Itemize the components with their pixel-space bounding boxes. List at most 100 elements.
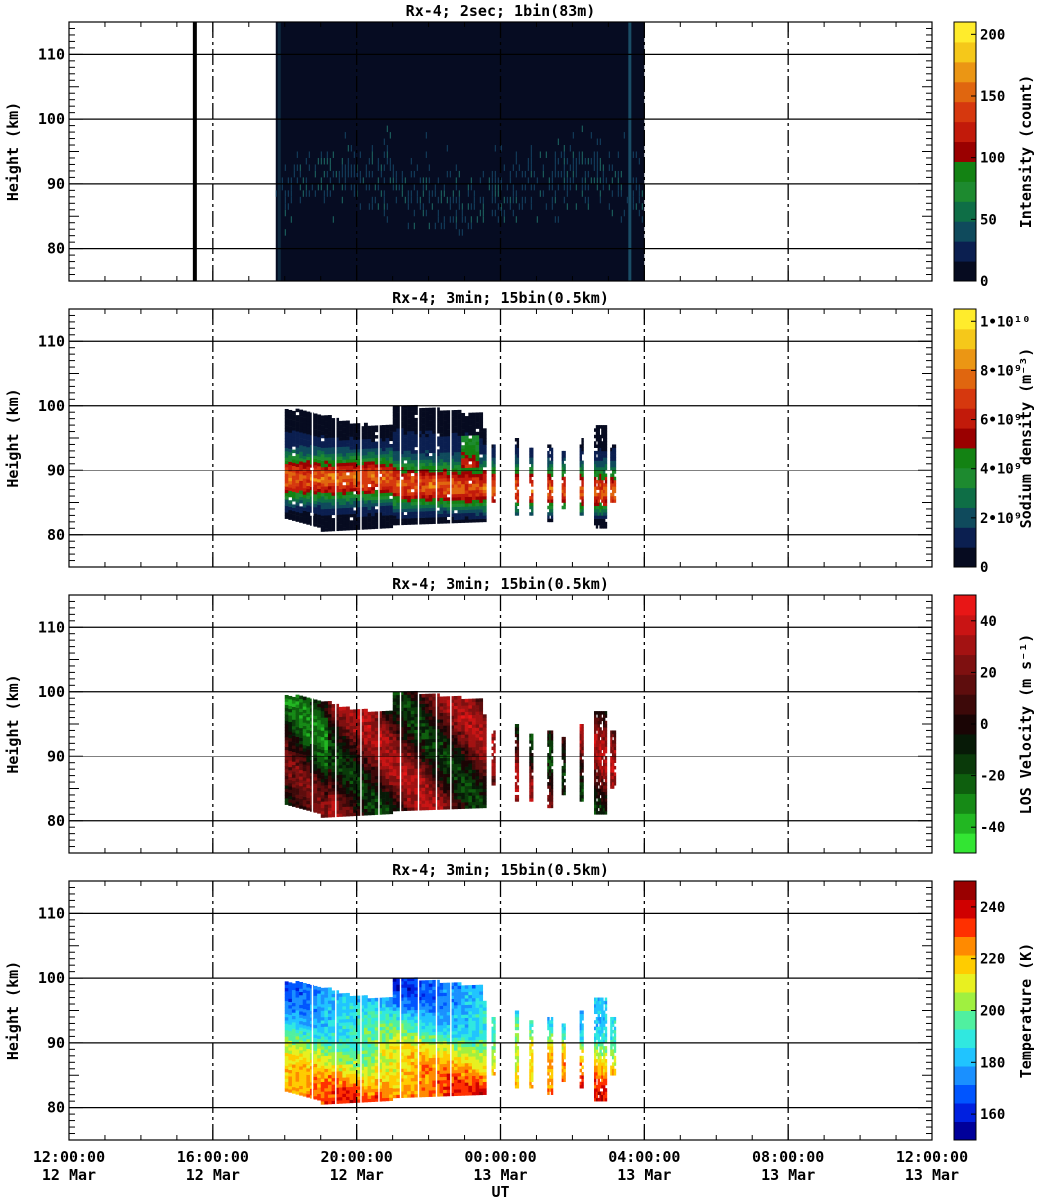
- raw-signal: [458, 203, 460, 210]
- data-cell: [579, 476, 583, 481]
- raw-signal: [344, 177, 346, 184]
- data-cell: [421, 511, 426, 515]
- data-cell: [595, 457, 599, 461]
- data-cell: [371, 467, 376, 472]
- data-cell: [288, 474, 293, 478]
- data-cell: [331, 716, 336, 721]
- raw-signal: [512, 209, 514, 217]
- data-cell: [306, 456, 311, 461]
- data-cell: [468, 448, 473, 452]
- data-cell: [374, 525, 379, 529]
- data-cell: [475, 502, 480, 507]
- raw-signal: [455, 164, 457, 171]
- data-cell: [581, 470, 584, 474]
- data-cell: [453, 513, 458, 517]
- data-cell: [593, 486, 597, 490]
- data-cell: [324, 746, 329, 750]
- data-cell: [381, 807, 386, 812]
- data-cell: [291, 706, 296, 711]
- data-cell: [399, 411, 404, 416]
- raw-signal: [482, 216, 484, 223]
- data-cell: [342, 501, 347, 505]
- data-cell: [360, 481, 365, 485]
- raw-signal: [551, 203, 553, 210]
- raw-signal: [500, 203, 502, 210]
- data-cell: [360, 442, 365, 446]
- data-cell: [457, 422, 462, 427]
- data-cell: [320, 753, 325, 757]
- data-cell: [428, 488, 433, 492]
- data-cell: [381, 447, 386, 452]
- data-cell: [371, 756, 376, 761]
- data-cell: [464, 714, 469, 719]
- data-cell: [302, 790, 307, 794]
- data-cell: [604, 479, 608, 484]
- data-cell: [317, 446, 322, 451]
- data-cell: [284, 421, 289, 426]
- data-cell: [414, 479, 419, 483]
- data-cell: [378, 791, 383, 796]
- data-cell: [360, 805, 365, 810]
- data-cell: [356, 725, 361, 729]
- data-cell: [295, 479, 300, 484]
- data-cell: [353, 465, 358, 469]
- data-cell: [367, 480, 372, 485]
- data-cell: [302, 491, 307, 495]
- data-cell: [299, 798, 304, 803]
- data-cell: [371, 454, 376, 459]
- data-cell: [602, 428, 606, 432]
- data-cell: [295, 720, 300, 724]
- data-cell: [471, 519, 476, 523]
- data-cell: [450, 786, 455, 790]
- data-cell: [602, 450, 606, 455]
- data-cell: [349, 806, 354, 810]
- data-cell: [302, 728, 307, 733]
- data-cell: [399, 791, 404, 795]
- data-cell: [378, 509, 383, 513]
- data-cell: [363, 432, 368, 436]
- data-cell: [363, 519, 368, 524]
- data-cell: [371, 483, 376, 488]
- data-cell: [464, 747, 469, 751]
- data-cell: [381, 781, 386, 786]
- data-cell: [327, 755, 332, 760]
- data-cell: [464, 798, 469, 803]
- data-cell: [295, 428, 300, 432]
- data-cell: [602, 512, 606, 516]
- data-cell: [597, 473, 600, 477]
- data-cell: [550, 518, 554, 523]
- data-cell: [353, 497, 358, 502]
- data-cell: [399, 720, 404, 725]
- data-cell: [450, 452, 455, 456]
- raw-signal: [512, 183, 514, 191]
- raw-signal: [452, 196, 454, 204]
- data-cell: [446, 776, 451, 781]
- raw-signal: [365, 164, 367, 171]
- data-cell: [550, 489, 554, 494]
- data-cell: [327, 739, 332, 744]
- data-cell: [371, 789, 376, 793]
- data-cell: [345, 426, 350, 431]
- data-cell: [425, 716, 430, 720]
- data-cell: [611, 470, 615, 474]
- data-cell: [399, 428, 404, 432]
- data-cell: [446, 416, 451, 421]
- data-cell: [374, 737, 379, 741]
- data-cell: [468, 789, 473, 793]
- data-cell: [461, 458, 466, 462]
- data-cell: [428, 501, 433, 505]
- data-cell: [417, 417, 422, 422]
- data-cell: [432, 703, 437, 707]
- data-cell: [421, 777, 426, 782]
- data-cell: [410, 424, 415, 428]
- data-cell: [331, 511, 336, 516]
- data-cell: [324, 492, 329, 497]
- data-cell: [457, 513, 462, 517]
- data-cell: [356, 516, 361, 521]
- data-cell: [320, 428, 325, 432]
- colorbar-swatch: [954, 161, 976, 182]
- data-cell: [439, 793, 444, 797]
- data-cell: [443, 699, 448, 704]
- data-cell: [317, 787, 322, 792]
- data-cell: [464, 773, 469, 777]
